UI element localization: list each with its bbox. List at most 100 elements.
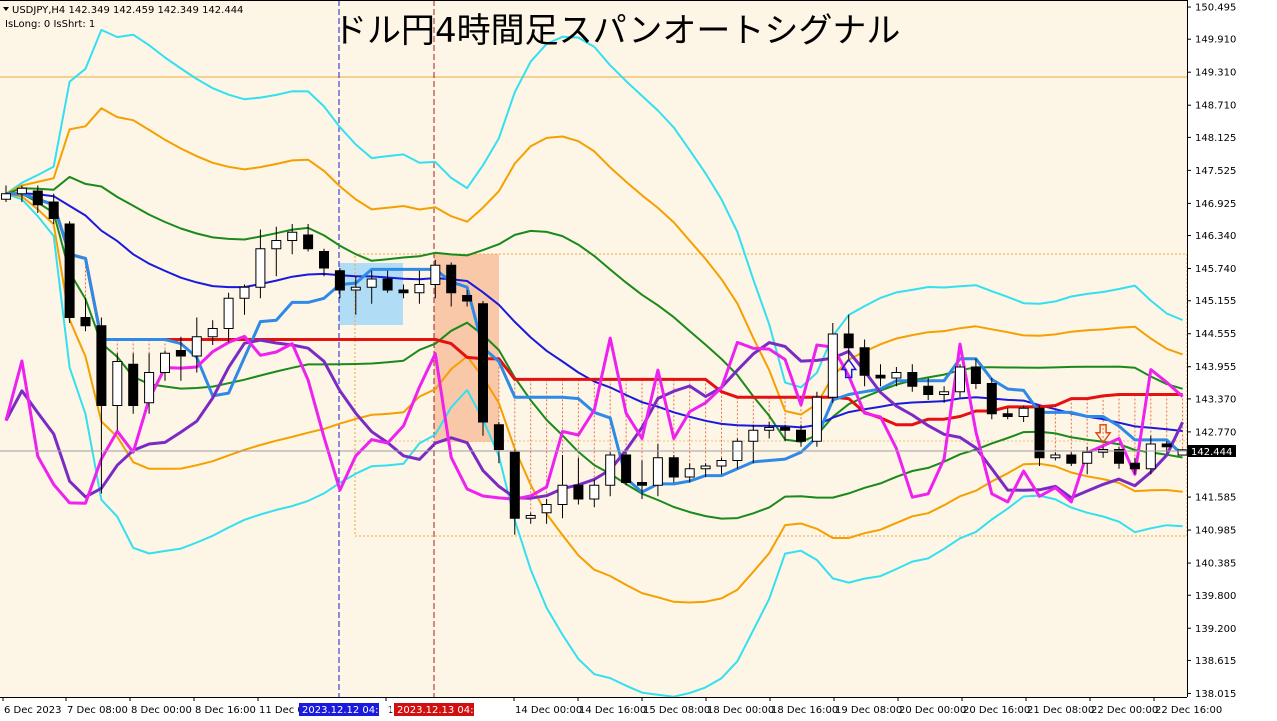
candle[interactable] xyxy=(1,185,11,203)
candle[interactable] xyxy=(223,292,234,343)
candle[interactable] xyxy=(350,276,361,315)
candle[interactable] xyxy=(16,185,27,203)
candle[interactable] xyxy=(939,386,950,403)
candle[interactable] xyxy=(398,284,409,299)
candle[interactable] xyxy=(891,367,902,387)
span-red-line xyxy=(6,192,1183,427)
candle[interactable] xyxy=(175,336,186,381)
candle-body-down xyxy=(32,190,43,206)
time-tick-label: 19 Dec 08:00 xyxy=(835,705,902,716)
candle-body-up xyxy=(748,429,759,442)
candle[interactable] xyxy=(827,323,838,403)
candle-body-up xyxy=(684,468,695,478)
time-tick-label: 14 Dec 00:00 xyxy=(515,705,582,716)
candle[interactable] xyxy=(1161,441,1172,453)
candle[interactable] xyxy=(207,320,218,345)
candle[interactable] xyxy=(287,224,298,255)
candle[interactable] xyxy=(430,259,441,299)
candle[interactable] xyxy=(541,499,552,524)
candle[interactable] xyxy=(80,298,91,332)
candle[interactable] xyxy=(366,270,377,304)
candle[interactable] xyxy=(923,378,934,400)
candle[interactable] xyxy=(573,457,584,505)
candle[interactable] xyxy=(414,270,425,304)
candle-body-up xyxy=(271,240,282,250)
candle[interactable] xyxy=(1002,408,1013,420)
price-tick-label: 148.710 xyxy=(1195,101,1236,112)
candle[interactable] xyxy=(605,452,616,497)
candle[interactable] xyxy=(684,463,695,483)
candle[interactable] xyxy=(112,353,123,431)
candle[interactable] xyxy=(96,317,107,494)
candle[interactable] xyxy=(1066,452,1077,466)
status-line: IsLong: 0 IsShrt: 1 xyxy=(5,19,95,30)
candle[interactable] xyxy=(525,512,536,524)
candle[interactable] xyxy=(334,268,345,299)
price-tick-label: 143.370 xyxy=(1195,394,1236,405)
candle[interactable] xyxy=(255,229,266,299)
candle[interactable] xyxy=(1018,405,1029,423)
candle[interactable] xyxy=(907,364,918,392)
candle[interactable] xyxy=(1145,435,1156,475)
candle[interactable] xyxy=(986,378,997,420)
candle[interactable] xyxy=(382,270,393,293)
candle[interactable] xyxy=(1114,446,1124,469)
candle[interactable] xyxy=(128,353,139,414)
candle[interactable] xyxy=(589,479,600,508)
candle[interactable] xyxy=(160,350,170,381)
candle[interactable] xyxy=(621,452,632,486)
candle-body-up xyxy=(191,336,202,357)
candle[interactable] xyxy=(716,457,727,475)
buy-arrow-icon xyxy=(840,358,858,379)
sell-arrow-icon xyxy=(1094,424,1112,445)
candle[interactable] xyxy=(191,317,202,373)
candle[interactable] xyxy=(144,353,155,414)
candle-body-up xyxy=(1050,454,1061,459)
current-price-tag xyxy=(1188,445,1236,457)
candle[interactable] xyxy=(970,358,981,389)
candle[interactable] xyxy=(64,221,75,323)
candle[interactable] xyxy=(239,284,250,315)
candle[interactable] xyxy=(1034,405,1045,467)
candle[interactable] xyxy=(271,226,282,277)
candle-body-down xyxy=(478,303,488,423)
candle[interactable] xyxy=(796,424,806,447)
candle[interactable] xyxy=(1129,457,1140,475)
candle[interactable] xyxy=(811,391,822,447)
candle[interactable] xyxy=(319,248,329,277)
current-price-label: 142.444 xyxy=(1191,447,1232,458)
candle-body-up xyxy=(525,515,536,519)
bollinger-upper-2 xyxy=(5,107,1183,416)
candle-body-down xyxy=(573,484,584,500)
candle[interactable] xyxy=(303,224,314,252)
candle[interactable] xyxy=(955,364,965,398)
candle[interactable] xyxy=(652,444,663,497)
candle-body-down xyxy=(462,295,473,302)
candle[interactable] xyxy=(32,185,43,214)
candle[interactable] xyxy=(478,301,488,436)
candle[interactable] xyxy=(875,364,886,387)
time-tick-label: 22 Dec 00:00 xyxy=(1091,705,1158,716)
candle[interactable] xyxy=(1177,449,1188,456)
candle[interactable] xyxy=(48,193,59,224)
candle[interactable] xyxy=(843,314,854,362)
candle[interactable] xyxy=(748,424,759,464)
candle[interactable] xyxy=(859,339,870,387)
candle[interactable] xyxy=(509,449,520,535)
candle[interactable] xyxy=(1050,452,1061,461)
bollinger-lower-1 xyxy=(6,192,1183,520)
candle[interactable] xyxy=(668,455,679,483)
candle-body-up xyxy=(287,231,298,241)
time-tick-label: 7 Dec 08:00 xyxy=(67,705,128,716)
candle[interactable] xyxy=(764,422,775,439)
candle[interactable] xyxy=(780,424,791,442)
candle[interactable] xyxy=(637,460,647,500)
candle[interactable] xyxy=(493,422,504,464)
candle[interactable] xyxy=(446,262,457,307)
candle[interactable] xyxy=(557,455,568,519)
candle-body-down xyxy=(128,363,139,406)
candle[interactable] xyxy=(700,463,711,477)
candle[interactable] xyxy=(462,290,473,307)
chart-title: ドル円4時間足スパンオートシグナル xyxy=(333,11,900,51)
